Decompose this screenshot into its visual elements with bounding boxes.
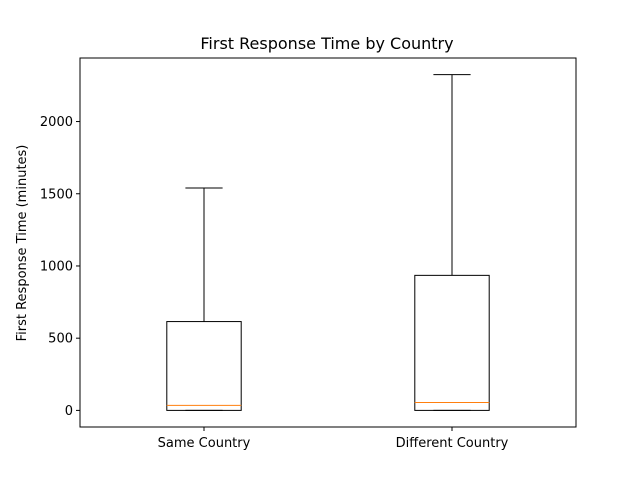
box-iqr (414, 274, 490, 411)
plot-area: 0 500 1000 1500 2000 Same Country Different Co… (40, 74, 509, 451)
box-iqr (166, 321, 242, 411)
y-tick-label: 2000 (40, 115, 73, 130)
y-tick-label: 500 (48, 332, 73, 347)
x-tick-label: Same Country (158, 436, 251, 451)
y-axis-label: First Response Time (minutes) (15, 145, 30, 342)
y-tick-label: 1500 (40, 187, 73, 202)
axes-frame (79, 57, 577, 428)
x-tick-label: Different Country (396, 436, 509, 451)
y-tick-label: 1000 (40, 259, 73, 274)
y-tick-label: 0 (65, 404, 73, 419)
chart-title: First Response Time by Country (200, 34, 453, 53)
